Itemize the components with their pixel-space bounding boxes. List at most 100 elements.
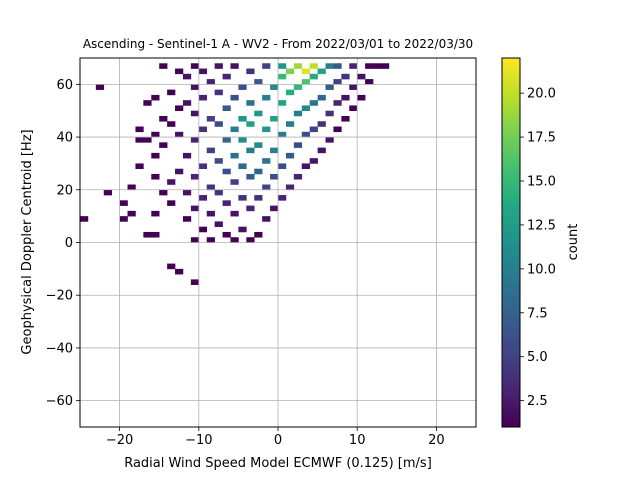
histogram-bin	[230, 94, 239, 101]
histogram-bin	[167, 263, 176, 270]
histogram-bin	[246, 121, 255, 127]
histogram-bin	[278, 63, 287, 69]
histogram-bin	[182, 189, 192, 196]
grid-lines	[80, 58, 476, 427]
histogram-bin	[95, 84, 105, 90]
histogram-bin	[222, 200, 231, 206]
histogram-bin	[159, 142, 168, 148]
histogram-bin	[214, 158, 223, 164]
histogram-bin	[190, 237, 200, 243]
histogram-bin	[167, 89, 176, 96]
histogram-bin	[262, 63, 271, 69]
colorbar-tick-label: 10.0	[527, 262, 556, 277]
histogram-bin	[119, 216, 128, 222]
colorbar-ticks: 2.5 5.0 7.5 10.0 12.5 15.0 17.5 20.0	[520, 87, 556, 409]
histogram-bin	[309, 158, 318, 164]
histogram-bin	[293, 173, 303, 180]
y-tick-label: −20	[46, 289, 73, 304]
histogram-bin	[278, 73, 287, 80]
heatmap-cells	[80, 63, 390, 285]
histogram-bin	[333, 100, 342, 106]
histogram-bin	[182, 152, 192, 159]
histogram-bin	[246, 147, 255, 154]
x-tick-label: 10	[349, 433, 366, 448]
histogram-bin	[206, 147, 215, 154]
histogram-bin	[238, 195, 247, 201]
histogram-bin	[167, 200, 176, 206]
histogram-bin	[262, 216, 271, 222]
histogram-bin	[333, 126, 342, 133]
histogram-bin	[365, 79, 374, 85]
histogram-bin	[373, 63, 382, 69]
histogram-bin	[167, 179, 176, 185]
histogram-bin	[246, 68, 255, 75]
histogram-bin	[309, 100, 318, 106]
histogram-bin	[278, 163, 287, 169]
histogram-bin	[135, 137, 144, 143]
histogram-bin	[151, 231, 160, 238]
histogram-bin	[206, 115, 215, 122]
histogram-bin	[341, 115, 350, 122]
histogram-bin	[246, 237, 255, 243]
y-tick-label: −60	[46, 394, 73, 409]
histogram-bin	[293, 142, 303, 148]
histogram-bin	[357, 73, 366, 80]
histogram-bin	[175, 105, 184, 112]
histogram-bin	[214, 221, 223, 227]
histogram-bin	[119, 200, 128, 206]
histogram-bin	[127, 184, 136, 191]
histogram-bin	[278, 131, 287, 138]
histogram-bin	[230, 126, 239, 133]
histogram-bin	[222, 105, 231, 112]
histogram-bin	[151, 210, 160, 217]
x-tick-label: −10	[185, 433, 212, 448]
histogram-bin	[190, 63, 200, 69]
histogram-bin	[301, 79, 310, 85]
y-tick-label: 20	[56, 183, 73, 198]
histogram-bin	[317, 94, 326, 101]
histogram-bin	[293, 110, 303, 117]
histogram-bin	[254, 231, 263, 238]
histogram-bin	[198, 94, 208, 101]
histogram-bin	[270, 173, 279, 180]
histogram-bin	[135, 126, 144, 133]
histogram-bin	[301, 163, 310, 169]
x-axis-label: Radial Wind Speed Model ECMWF (0.125) [m…	[124, 456, 432, 471]
histogram-bin	[357, 94, 366, 101]
histogram-bin	[380, 63, 390, 69]
histogram-bin	[214, 63, 223, 69]
y-axis-ticks: −60 −40 −20 0 20 40 60	[46, 78, 80, 409]
histogram-bin	[293, 63, 303, 69]
histogram-bin	[151, 173, 160, 180]
histogram-bin	[190, 205, 200, 212]
histogram-bin	[309, 63, 318, 69]
histogram-bin	[262, 184, 271, 191]
y-tick-label: 60	[56, 78, 73, 93]
histogram-bin	[285, 152, 295, 159]
histogram-bin	[238, 137, 247, 143]
histogram-bin	[325, 84, 334, 90]
histogram-bin	[325, 137, 334, 143]
histogram-bin	[262, 158, 271, 164]
histogram-bin	[190, 84, 200, 90]
histogram-bin	[285, 121, 295, 127]
histogram-bin	[254, 168, 263, 175]
histogram-bin	[230, 63, 239, 69]
histogram-bin	[278, 195, 287, 201]
histogram-bin	[190, 279, 200, 285]
histogram-bin	[206, 79, 215, 85]
histogram-bin	[143, 231, 152, 238]
colorbar-tick-label: 5.0	[527, 350, 548, 365]
colorbar	[501, 57, 521, 428]
histogram-bin	[325, 63, 334, 69]
histogram-bin	[159, 115, 168, 122]
histogram-bin	[254, 79, 263, 85]
histogram-bin	[301, 131, 310, 138]
histogram-bin	[143, 100, 152, 106]
histogram-bin	[270, 115, 279, 122]
histogram-bin	[143, 137, 152, 143]
histogram-bin	[365, 63, 374, 69]
histogram-bin	[349, 105, 358, 112]
histogram-bin	[198, 68, 208, 75]
histogram-bin	[238, 84, 247, 90]
